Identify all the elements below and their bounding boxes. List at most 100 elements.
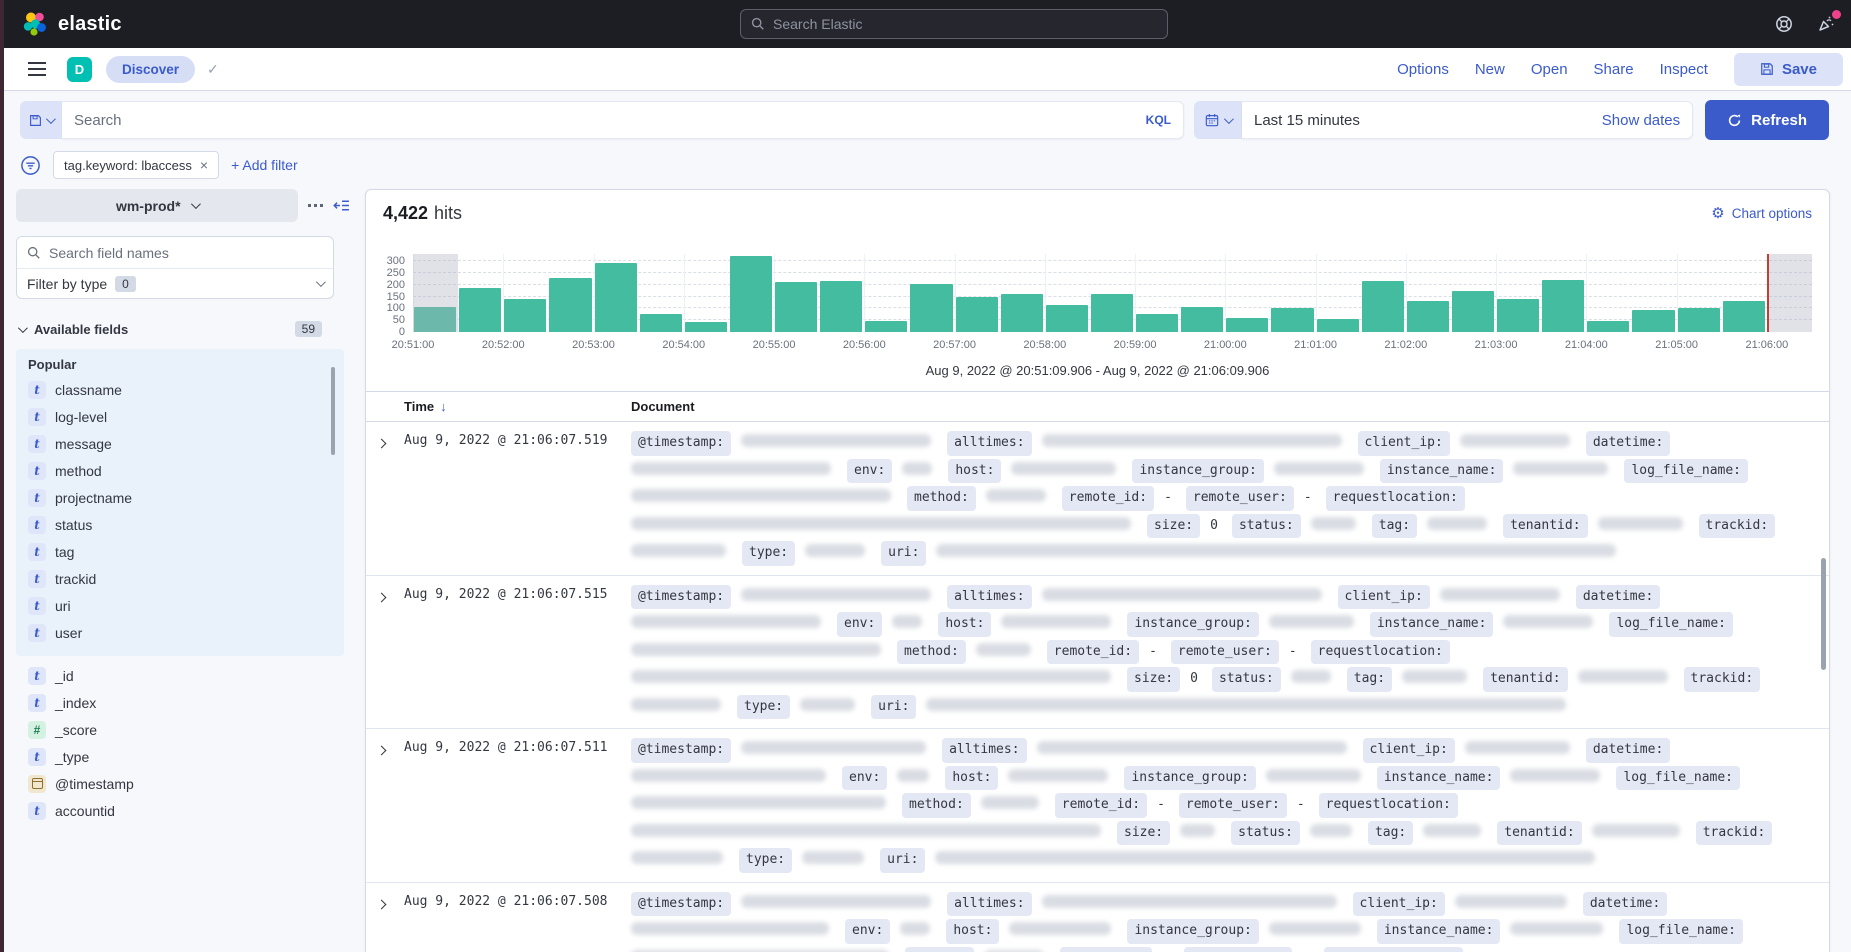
histogram-bar[interactable]	[1587, 321, 1630, 332]
field-search-input[interactable]: Search field names	[17, 237, 333, 269]
histogram-bar[interactable]	[504, 298, 547, 332]
show-dates-link[interactable]: Show dates	[1601, 111, 1681, 129]
histogram-bar[interactable]	[1136, 314, 1179, 332]
time-column-header[interactable]: Time	[404, 399, 435, 414]
quick-select-date-button[interactable]	[1194, 101, 1242, 139]
toolbar-link-share[interactable]: Share	[1593, 60, 1634, 78]
sidebar-scrollbar[interactable]	[331, 367, 335, 455]
histogram-bar[interactable]	[1000, 294, 1043, 332]
toolbar-link-inspect[interactable]: Inspect	[1659, 60, 1708, 78]
field-item-method[interactable]: t method	[28, 457, 344, 484]
histogram-bar[interactable]	[459, 288, 502, 332]
histogram-bar[interactable]	[955, 296, 998, 332]
histogram-bar[interactable]	[1361, 281, 1404, 332]
filter-pill[interactable]: tag.keyword: lbaccess ×	[53, 151, 220, 179]
string-type-icon: t	[28, 434, 46, 453]
remove-filter-icon[interactable]: ×	[199, 157, 209, 173]
news-feed-icon[interactable]	[1815, 10, 1841, 35]
chart-options-button[interactable]: ⚙ Chart options	[1711, 206, 1812, 221]
redacted-field-value	[631, 823, 1101, 837]
histogram-bar[interactable]	[1451, 290, 1495, 332]
histogram-bar[interactable]	[594, 263, 637, 332]
field-name: trackid	[55, 570, 97, 587]
help-icon[interactable]	[1773, 13, 1795, 35]
histogram-bar[interactable]	[910, 283, 953, 332]
global-search-input[interactable]: Search Elastic	[740, 9, 1168, 39]
kql-switch[interactable]: KQL	[1145, 113, 1171, 127]
field-item-uri[interactable]: t uri	[28, 592, 344, 619]
toolbar-link-open[interactable]: Open	[1530, 60, 1568, 78]
redacted-field-value	[631, 922, 829, 935]
search-placeholder: Search	[74, 111, 122, 129]
field-item-trackid[interactable]: t trackid	[28, 565, 344, 592]
expand-row-icon[interactable]	[376, 438, 387, 449]
field-value: -	[1149, 643, 1157, 659]
time-range-value[interactable]: Last 15 minutes	[1254, 111, 1360, 129]
histogram-bar[interactable]	[1497, 298, 1540, 332]
field-key-pill: @timestamp:	[631, 738, 732, 763]
histogram-bar[interactable]	[1722, 301, 1765, 332]
histogram-bar[interactable]	[1090, 294, 1134, 332]
field-item-projectname[interactable]: t projectname	[28, 484, 344, 511]
field-item-accountid[interactable]: t accountid	[28, 797, 350, 824]
table-scrollbar[interactable]	[1821, 558, 1826, 670]
histogram-bar[interactable]	[820, 281, 863, 332]
histogram-bar[interactable]	[1181, 307, 1224, 332]
discover-app-badge[interactable]: D	[67, 56, 92, 82]
redacted-field-value	[1268, 615, 1354, 628]
available-fields-label[interactable]: Available fields	[34, 321, 129, 337]
histogram-bar[interactable]	[775, 281, 818, 332]
field-item-_index[interactable]: t _index	[28, 689, 350, 716]
refresh-button[interactable]: Refresh	[1705, 100, 1829, 140]
expand-row-icon[interactable]	[376, 745, 387, 756]
expand-row-icon[interactable]	[376, 592, 387, 602]
histogram-bar[interactable]	[1632, 309, 1675, 332]
histogram-bar[interactable]	[1406, 301, 1449, 332]
hits-histogram[interactable]: 0 50 100 150 200 250 300 20:51:00 20:52:00 20:53:…	[387, 254, 1812, 351]
chevron-down-icon[interactable]	[17, 322, 28, 333]
redacted-field-value	[1427, 516, 1488, 530]
expand-row-icon[interactable]	[376, 899, 387, 909]
histogram-bar[interactable]	[1542, 280, 1585, 332]
field-key-pill: method:	[905, 946, 974, 952]
histogram-bar[interactable]	[549, 277, 592, 332]
histogram-bar[interactable]	[1045, 304, 1088, 332]
collapse-sidebar-icon[interactable]	[333, 197, 350, 214]
time-range-field[interactable]: Last 15 minutes Show dates	[1242, 101, 1694, 139]
check-icon[interactable]: ✓	[207, 60, 219, 77]
sort-descending-icon[interactable]: ↓	[440, 399, 447, 414]
breadcrumb[interactable]: Discover	[106, 55, 196, 83]
toolbar-link-options[interactable]: Options	[1397, 60, 1449, 78]
histogram-bar[interactable]	[729, 256, 773, 332]
menu-icon[interactable]	[28, 68, 46, 70]
field-item-log-level[interactable]: t log-level	[28, 403, 344, 430]
field-item-_type[interactable]: t _type	[28, 743, 350, 770]
field-item-tag[interactable]: t tag	[28, 538, 344, 565]
field-item-_id[interactable]: t _id	[28, 662, 350, 689]
histogram-bar[interactable]	[1677, 308, 1720, 332]
histogram-bar[interactable]	[684, 322, 727, 332]
elastic-logo[interactable]: elastic	[22, 11, 122, 37]
filter-menu-icon[interactable]	[20, 155, 41, 176]
histogram-bar[interactable]	[1226, 317, 1269, 332]
histogram-bar[interactable]	[1271, 308, 1314, 332]
filter-by-type-button[interactable]: Filter by type 0	[17, 269, 333, 298]
histogram-bar[interactable]	[1316, 319, 1359, 332]
add-filter-button[interactable]: + Add filter	[231, 157, 298, 173]
field-item-classname[interactable]: t classname	[28, 376, 344, 403]
field-item-status[interactable]: t status	[28, 511, 344, 538]
search-icon	[751, 17, 764, 30]
toolbar-link-new[interactable]: New	[1474, 60, 1505, 78]
save-button[interactable]: Save	[1733, 52, 1843, 86]
index-pattern-select[interactable]: wm-prod*	[16, 189, 298, 222]
field-item-message[interactable]: t message	[28, 430, 344, 457]
saved-query-menu-button[interactable]	[20, 101, 62, 139]
histogram-bar[interactable]	[414, 307, 457, 332]
histogram-bar[interactable]	[865, 321, 908, 332]
field-item-_score[interactable]: # _score	[28, 716, 350, 743]
field-item-@timestamp[interactable]: @timestamp	[28, 770, 350, 797]
field-options-icon[interactable]	[307, 203, 323, 208]
field-item-user[interactable]: t user	[28, 619, 344, 646]
kql-search-input[interactable]: Search KQL	[62, 101, 1184, 139]
histogram-bar[interactable]	[639, 313, 682, 332]
